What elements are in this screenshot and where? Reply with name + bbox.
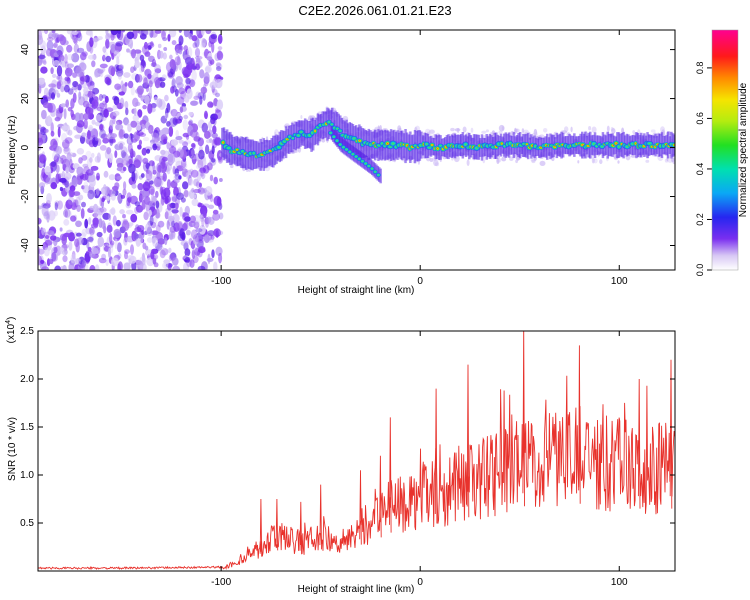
snr-axes: -100 0 100 0.5 1.0 1.5 2.0 2.5 <box>20 326 675 588</box>
svg-text:(x104): (x104) <box>5 317 17 344</box>
spectrogram-ytick-label: 40 <box>20 44 31 56</box>
snr-ytick-label: 0.5 <box>20 518 34 529</box>
spectrogram-ytick-label: -20 <box>20 189 31 204</box>
snr-ytick-label: 2.5 <box>20 326 34 337</box>
snr-xtick-label: -100 <box>211 577 231 588</box>
spectrogram-ylabel: Frequency (Hz) <box>7 116 18 185</box>
snr-peak <box>389 417 392 533</box>
snr-frame <box>37 330 676 572</box>
snr-peak <box>379 455 382 538</box>
snr-xlabel: Height of straight line (km) <box>298 584 415 595</box>
snr-peak <box>522 331 525 507</box>
snr-line <box>38 375 675 571</box>
snr-ytick-label: 1.5 <box>20 422 34 433</box>
colorbar-tick-label: 0.4 <box>695 163 705 176</box>
snr-peak <box>259 498 263 557</box>
snr-xtick-label: 100 <box>611 577 628 588</box>
snr-peak <box>275 498 279 551</box>
snr-xtick-label: 0 <box>417 577 423 588</box>
colorbar-tick-label: 0.0 <box>695 264 705 277</box>
snr-peak <box>669 359 673 509</box>
spectrogram-ytick-label: -40 <box>20 238 31 253</box>
spectrogram-frame <box>37 29 676 271</box>
snr-peak <box>319 484 322 550</box>
spectrogram-xtick-label: 100 <box>611 276 628 287</box>
snr-peak <box>637 378 641 509</box>
snr-scale-base: (x10 <box>6 323 17 343</box>
colorbar-label: Normalized spectral amplitude <box>738 82 749 217</box>
snr-scale-exponent: 4 <box>5 320 12 324</box>
spectrogram-panel: -100 0 100 -40 -20 0 20 40 Height of straight l… <box>7 29 676 296</box>
snr-ylabel: SNR (10 * v/v) <box>7 417 18 481</box>
spectrogram-xtick-label: -100 <box>211 276 231 287</box>
snr-peak <box>359 470 362 545</box>
snr-ytick-label: 1.0 <box>20 470 34 481</box>
spectrogram-axes: -100 0 100 -40 -20 0 20 40 <box>20 30 675 287</box>
figure-title: C2E2.2026.061.01.21.E23 <box>298 3 451 18</box>
colorbar-tick-label: 0.8 <box>695 62 705 75</box>
colorbar-tick-label: 0.6 <box>695 112 705 125</box>
colorbar-ticks: 0.0 0.2 0.4 0.6 0.8 <box>695 29 739 277</box>
spectrogram-xlabel: Height of straight line (km) <box>298 285 415 296</box>
noise-speckle <box>38 30 224 270</box>
spectrogram-xtick-label: 0 <box>417 276 423 287</box>
snr-peak <box>299 501 303 555</box>
colorbar-tick-label: 0.2 <box>695 213 705 226</box>
snr-peak <box>578 345 581 504</box>
snr-scale-label: (x104) <box>5 317 17 344</box>
signal-ridge <box>220 119 675 178</box>
spectrogram-image <box>38 30 675 270</box>
colorbar: 0.0 0.2 0.4 0.6 0.8 Normalized spectral ampl… <box>695 29 749 277</box>
colorbar-gradient <box>712 30 738 270</box>
snr-peak <box>434 388 438 524</box>
snr-panel: -100 0 100 0.5 1.0 1.5 2.0 2.5 Height of straig… <box>5 317 676 595</box>
snr-peak <box>466 364 470 518</box>
spectrogram-ytick-label: 20 <box>20 93 31 105</box>
snr-series-layer <box>38 331 675 571</box>
spectrogram-ytick-label: 0 <box>20 144 31 150</box>
snr-ytick-label: 2.0 <box>20 374 34 385</box>
